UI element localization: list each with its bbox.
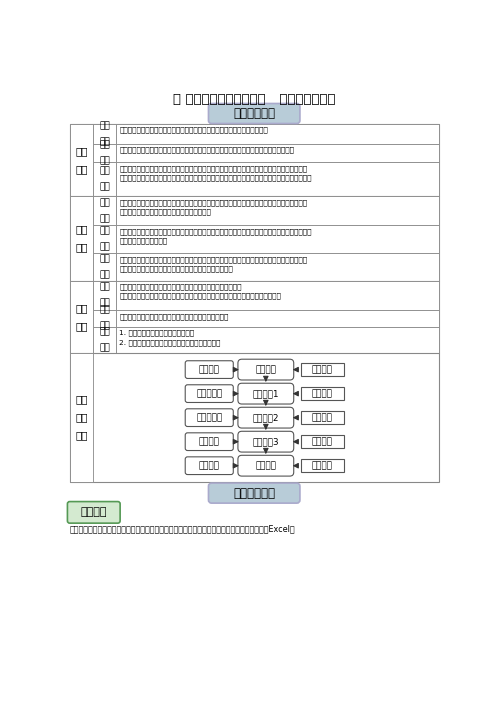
Text: 自主函数: 自主函数 xyxy=(199,461,220,470)
FancyBboxPatch shape xyxy=(238,456,294,476)
Bar xyxy=(301,387,344,400)
FancyBboxPatch shape xyxy=(185,433,233,451)
Bar xyxy=(70,353,93,482)
Bar xyxy=(116,253,438,281)
Text: 学习新知3: 学习新知3 xyxy=(252,437,279,446)
Bar xyxy=(93,196,116,225)
Text: 教学
流程
结构: 教学 流程 结构 xyxy=(75,395,88,441)
Bar xyxy=(116,162,438,196)
Bar xyxy=(70,124,438,196)
Text: 任务驱动: 任务驱动 xyxy=(312,437,333,446)
FancyBboxPatch shape xyxy=(208,483,300,503)
Text: 学情
现状: 学情 现状 xyxy=(99,166,110,192)
FancyBboxPatch shape xyxy=(238,359,294,380)
Bar xyxy=(116,281,438,310)
Text: 任务驱动: 任务驱动 xyxy=(312,413,333,422)
Bar xyxy=(93,253,116,281)
Text: 根据任务需求应用合适的公式或函数；掌握利用填充柄或复制公式来简化统计操作；注意检查结果，
能发察分析出错的原因。: 根据任务需求应用合适的公式或函数；掌握利用填充柄或复制公式来简化统计操作；注意检… xyxy=(120,228,312,244)
Text: 知识
技能: 知识 技能 xyxy=(99,198,110,223)
Text: 《 实现电子表格自动计算   》课堂教学设计: 《 实现电子表格自动计算 》课堂教学设计 xyxy=(173,93,335,107)
Bar xyxy=(93,124,116,143)
Text: 过程
方法: 过程 方法 xyxy=(99,227,110,251)
Bar xyxy=(70,281,93,353)
Text: 理解公式与函数的作用；掌握公式的书写规则与含义；能使用常用函数来进行表格的自动统计；能
熟练使用复制公式，理解相对引用和绝对引用。: 理解公式与函数的作用；掌握公式的书写规则与含义；能使用常用函数来进行表格的自动统… xyxy=(120,199,308,215)
Text: 总结拓展: 总结拓展 xyxy=(255,461,276,470)
Text: 创设情境: 创设情境 xyxy=(199,365,220,374)
Bar xyxy=(93,327,116,353)
Bar xyxy=(70,353,438,482)
Text: 初一的学生对函数的概念还没有建立起来，在应用函数时会有一定的学习障碍。另外，用填充柄复
制公式时有可能产生错误的结果，要学会分析原因。学生理解「绝对应用」和「相: 初一的学生对函数的概念还没有建立起来，在应用函数时会有一定的学习障碍。另外，用填… xyxy=(120,165,312,181)
Text: 公式的设计和书写规则，函数的使用方法，单元格引用的含义；
函数的含义和参数格式，相对引用和绝对引用，分析复制公式的过程中产生的错误。: 公式的设计和书写规则，函数的使用方法，单元格引用的含义； 函数的含义和参数格式，… xyxy=(120,284,281,299)
Bar xyxy=(301,411,344,424)
Text: 课后自学: 课后自学 xyxy=(312,461,333,470)
FancyBboxPatch shape xyxy=(185,409,233,427)
Bar xyxy=(301,363,344,376)
Text: 教学过程设计: 教学过程设计 xyxy=(233,486,275,500)
Text: 学情
分析: 学情 分析 xyxy=(75,146,88,173)
Text: 学习新知2: 学习新知2 xyxy=(252,413,279,422)
FancyBboxPatch shape xyxy=(185,457,233,475)
Text: 能在学习、生活中建立主动使用电子表格处理各种统计、管理数据的意识；能追根分析统计结果，
发现错误结果时能找到产生原因，并采取相应的解决方法。: 能在学习、生活中建立主动使用电子表格处理各种统计、管理数据的意识；能追根分析统计… xyxy=(120,256,308,272)
Bar xyxy=(116,327,438,353)
Text: 方式
方法: 方式 方法 xyxy=(99,306,110,331)
Text: 情感
态度: 情感 态度 xyxy=(99,254,110,279)
Text: 学习新知1: 学习新知1 xyxy=(252,389,279,398)
Text: 课标
要求: 课标 要求 xyxy=(99,121,110,146)
FancyBboxPatch shape xyxy=(238,383,294,404)
Text: 学习
内山: 学习 内山 xyxy=(99,140,110,165)
Text: 分析错误: 分析错误 xyxy=(199,437,220,446)
Text: 教学
策略: 教学 策略 xyxy=(75,303,88,331)
Bar xyxy=(116,143,438,162)
Text: 情景导入: 情景导入 xyxy=(80,508,107,517)
Bar xyxy=(93,225,116,253)
Bar xyxy=(116,124,438,143)
Text: 公式法计算: 公式法计算 xyxy=(196,389,222,398)
FancyBboxPatch shape xyxy=(67,502,120,523)
Bar xyxy=(70,124,93,196)
Bar xyxy=(70,196,93,281)
Bar xyxy=(70,196,438,281)
Bar xyxy=(116,310,438,327)
FancyBboxPatch shape xyxy=(238,431,294,452)
Text: 教学目标设计: 教学目标设计 xyxy=(233,107,275,120)
FancyBboxPatch shape xyxy=(185,385,233,402)
Bar xyxy=(301,435,344,448)
Bar xyxy=(116,225,438,253)
Text: 通过完成比赛评分表的自动统计功能的任务，提高了学生对电子表格的兴趣。: 通过完成比赛评分表的自动统计功能的任务，提高了学生对电子表格的兴趣。 xyxy=(120,126,268,133)
FancyBboxPatch shape xyxy=(238,407,294,428)
Bar xyxy=(93,143,116,162)
Bar xyxy=(70,281,438,353)
FancyBboxPatch shape xyxy=(208,103,300,124)
Bar xyxy=(93,310,116,327)
Bar xyxy=(116,196,438,225)
Bar xyxy=(93,281,116,310)
Text: 分别用公式法和函数法来求表格「学生成绩」的总分、平均分、最高分、最低分、排名等。: 分别用公式法和函数法来求表格「学生成绩」的总分、平均分、最高分、最低分、排名等。 xyxy=(120,147,294,153)
Text: 创设情境: 创设情境 xyxy=(312,365,333,374)
Text: 展示往届学生原始成绩表，要求同学们计算出总分、平均分、最高、最低分等；让同学们感受到Excel表: 展示往届学生原始成绩表，要求同学们计算出总分、平均分、最高、最低分等；让同学们感… xyxy=(70,524,296,533)
Text: 学习
目标: 学习 目标 xyxy=(75,224,88,252)
Text: 老师演示法，小组学习，自主学习，学生上讲台来展示。: 老师演示法，小组学习，自主学习，学生上讲台来展示。 xyxy=(120,313,229,319)
Bar xyxy=(301,459,344,472)
Text: 函数法计算: 函数法计算 xyxy=(196,413,222,422)
Text: 重点
难点: 重点 难点 xyxy=(99,283,110,307)
Text: 任务驱动: 任务驱动 xyxy=(312,389,333,398)
FancyBboxPatch shape xyxy=(185,361,233,378)
Bar xyxy=(93,162,116,196)
Text: 1. 多媒体教室，本课所需要的素材。
2. 教学广播软件，用于演示教学和展示学生作品。: 1. 多媒体教室，本课所需要的素材。 2. 教学广播软件，用于演示教学和展示学生… xyxy=(120,330,221,345)
Text: 媒体
技术: 媒体 技术 xyxy=(99,327,110,352)
Text: 课堂导入: 课堂导入 xyxy=(255,365,276,374)
